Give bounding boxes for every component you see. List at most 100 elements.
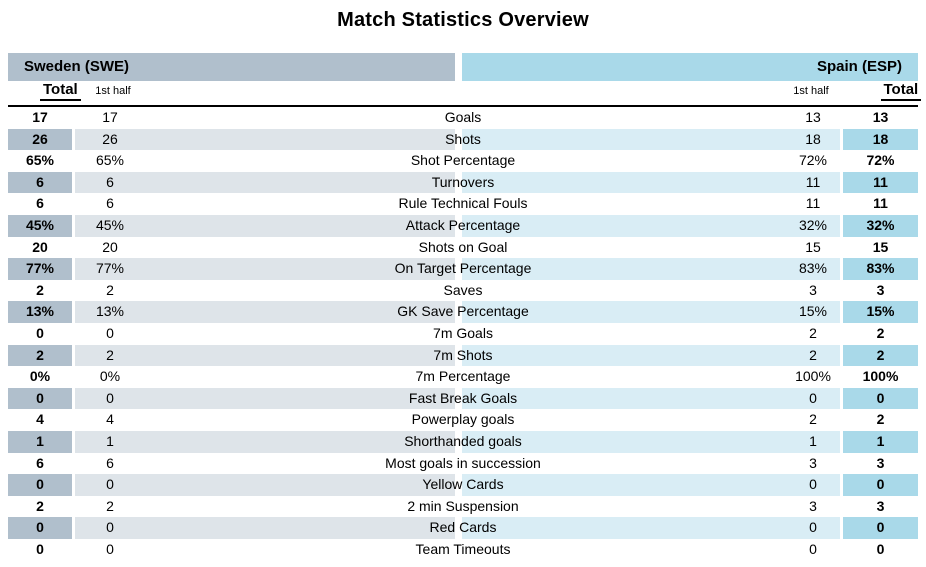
away-total-value: 3	[876, 454, 885, 471]
away-first-half-value: 3	[809, 454, 817, 471]
away-total-cell-bg	[843, 258, 918, 280]
home-total-value: 17	[32, 109, 48, 125]
stat-label: 7m Goals	[433, 324, 493, 341]
table-row: 2 2 7m Shots 2 2	[0, 344, 926, 367]
home-total-value: 26	[32, 130, 48, 147]
column-header-row: Total 1st half 1st half Total	[8, 80, 922, 107]
away-total-value: 2	[876, 411, 885, 428]
home-first-half-value: 2	[106, 346, 114, 363]
home-half-cell-bg	[75, 430, 455, 453]
home-total-value: 2	[36, 281, 44, 298]
home-first-half-value: 20	[102, 238, 118, 255]
home-total-cell-bg	[8, 214, 72, 237]
away-total-cell-bg	[843, 474, 918, 496]
home-first-half-value: 45%	[95, 216, 125, 233]
away-total-cell-bg	[843, 171, 918, 194]
home-first-half-value: 0	[106, 476, 114, 493]
home-half-cell-bg	[75, 128, 455, 151]
table-row: 17 17 Goals 13 13	[0, 107, 926, 129]
home-first-half-value: 26	[102, 130, 118, 147]
stat-label: On Target Percentage	[394, 260, 532, 277]
home-total-value: 0	[36, 324, 44, 341]
away-first-half-value: 11	[805, 173, 821, 190]
stat-label: Yellow Cards	[422, 476, 504, 493]
page-title: Match Statistics Overview	[337, 9, 589, 31]
stat-label: Goals	[444, 109, 482, 125]
home-half-cell-bg	[75, 474, 455, 496]
home-first-half-value: 17	[102, 109, 118, 125]
table-row: 0 0 7m Goals 2 2	[0, 323, 926, 345]
home-total-value: 13%	[25, 303, 55, 320]
home-total-value: 0	[36, 389, 44, 406]
away-team-name: Spain (ESP)	[816, 58, 902, 75]
stat-label: 7m Percentage	[415, 368, 511, 385]
away-first-half-value: 15	[805, 238, 821, 255]
away-first-half-value: 100%	[795, 368, 831, 385]
stat-label: Attack Percentage	[405, 216, 521, 233]
away-half-cell-bg	[462, 301, 840, 323]
home-first-half-value: 77%	[95, 260, 125, 277]
away-first-half-value: 0	[809, 389, 817, 406]
home-total-cell-bg	[8, 258, 72, 280]
home-total-value: 4	[36, 411, 44, 428]
away-total-cell-bg	[843, 387, 918, 410]
home-total-value: 0%	[29, 368, 51, 385]
away-total-value: 15	[872, 238, 889, 255]
home-half-cell-bg	[75, 171, 455, 194]
home-total-value: 45%	[25, 216, 55, 233]
away-first-half-value: 72%	[798, 152, 828, 169]
home-first-half-value: 6	[106, 454, 114, 471]
table-row: 77% 77% On Target Percentage 83% 83%	[0, 258, 926, 280]
away-total-value: 13	[872, 109, 889, 125]
home-total-cell-bg	[8, 128, 72, 151]
away-first-half-value: 83%	[798, 260, 828, 277]
stat-label: Shorthanded goals	[404, 432, 522, 449]
home-first-half-value: 0%	[99, 368, 121, 385]
away-first-half-value: 0	[809, 476, 817, 493]
away-half-cell-bg	[462, 430, 840, 453]
away-half-cell-bg	[462, 214, 840, 237]
stats-table: 17 17 Goals 13 13 26 26 Shots 18 18 65% …	[0, 107, 926, 560]
stat-label: Rule Technical Fouls	[398, 195, 528, 212]
away-total-value: 0	[876, 389, 885, 406]
table-row: 1 1 Shorthanded goals 1 1	[0, 430, 926, 453]
table-row: 26 26 Shots 18 18	[0, 128, 926, 151]
table-row: 0 0 Red Cards 0 0	[0, 517, 926, 539]
away-total-value: 3	[876, 497, 885, 514]
home-total-value: 65%	[25, 152, 55, 169]
home-total-cell-bg	[8, 517, 72, 539]
away-first-half-value: 3	[809, 497, 817, 514]
table-row: 2 2 2 min Suspension 3 3	[0, 496, 926, 518]
home-total-value: 6	[36, 173, 44, 190]
away-total-value: 32%	[866, 216, 895, 233]
away-half-cell-bg	[462, 171, 840, 194]
away-total-value: 100%	[862, 368, 899, 385]
away-first-half-value: 18	[805, 130, 821, 147]
away-first-half-value: 11	[805, 195, 821, 212]
stat-label: Saves	[443, 281, 483, 298]
home-total-cell-bg	[8, 171, 72, 194]
away-first-half-value: 2	[809, 411, 817, 428]
home-total-value: 0	[36, 519, 44, 536]
home-total-value: 2	[36, 346, 44, 363]
home-team-header: Sweden (SWE)	[8, 53, 455, 81]
away-total-value: 3	[876, 281, 885, 298]
home-total-value: 20	[32, 238, 48, 255]
away-half-cell-bg	[462, 128, 840, 151]
home-total-value: 2	[36, 497, 44, 514]
away-half-cell-bg	[462, 258, 840, 280]
table-row: 6 6 Most goals in succession 3 3	[0, 453, 926, 475]
away-first-half-value: 0	[809, 519, 817, 536]
home-first-half-value: 2	[106, 281, 114, 298]
home-first-half-value: 0	[106, 324, 114, 341]
away-first-half-value: 0	[809, 540, 817, 557]
stat-label: Shots	[445, 130, 481, 147]
home-total-value: 1	[36, 432, 44, 449]
away-total-cell-bg	[843, 517, 918, 539]
home-first-half-value: 0	[106, 519, 114, 536]
home-total-cell-bg	[8, 301, 72, 323]
table-row: 2 2 Saves 3 3	[0, 280, 926, 302]
away-total-cell-bg	[843, 301, 918, 323]
away-total-cell-bg	[843, 214, 918, 237]
away-first-half-value: 3	[809, 281, 817, 298]
